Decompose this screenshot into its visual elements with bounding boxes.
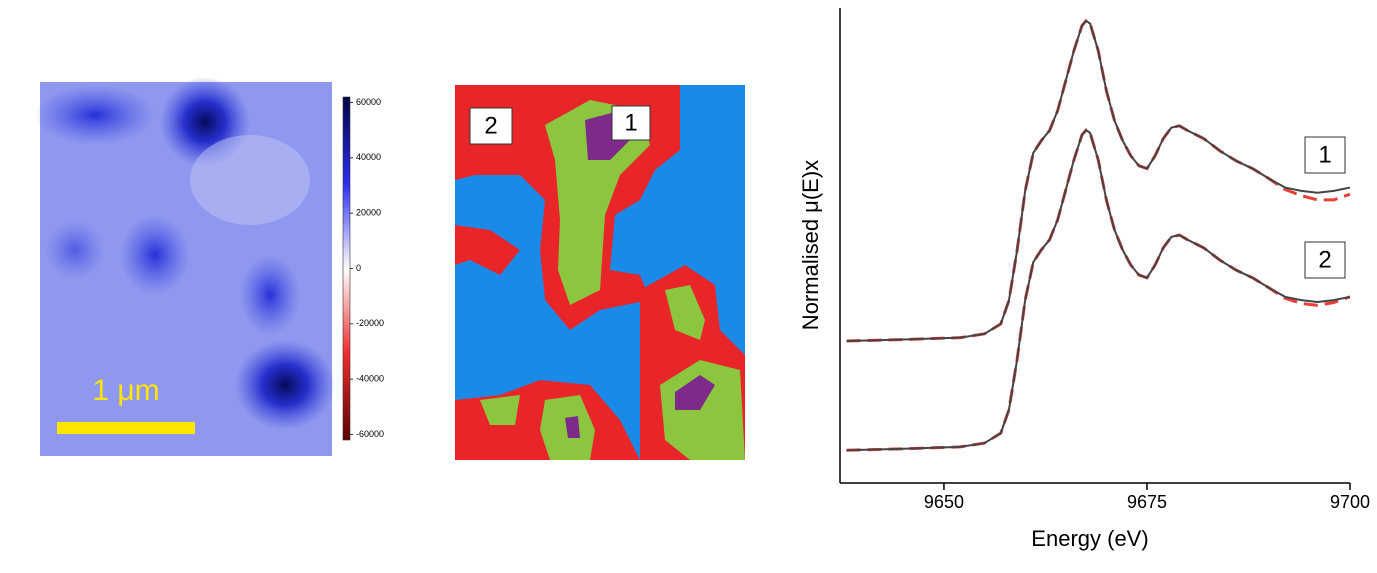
spectrum-chart: Energy (eV) Normalised μ(E)x 9650 9675 970… xyxy=(798,8,1370,551)
colorbar-tick-label: -20000 xyxy=(356,318,384,328)
x-tick-label: 9675 xyxy=(1127,492,1167,512)
spectrum-line xyxy=(846,19,1351,342)
spectrum-line xyxy=(846,128,1351,452)
x-tick-label: 9650 xyxy=(924,492,964,512)
colorbar-tick-label: -40000 xyxy=(356,374,384,384)
scale-bar-label: 1 μm xyxy=(92,374,159,407)
colorbar-tick-label: 60000 xyxy=(356,97,381,107)
intensity-map: 1 μm xyxy=(35,77,335,456)
cluster-map: 2 1 xyxy=(455,85,745,460)
cluster-label: 2 xyxy=(484,112,497,139)
curve-label-box xyxy=(1304,136,1346,174)
colorbar-tick-label: 40000 xyxy=(356,152,381,162)
x-axis-label: Energy (eV) xyxy=(1031,526,1148,551)
curve-label-box xyxy=(1304,241,1346,279)
scale-bar xyxy=(57,422,195,434)
curve-label: 2 xyxy=(1318,246,1331,273)
curve-label: 1 xyxy=(1318,141,1331,168)
colorbar-tick-label: -60000 xyxy=(356,429,384,439)
cluster-label: 1 xyxy=(624,109,637,136)
colorbar: 60000 40000 20000 0 -20000 -40000 -60000 xyxy=(342,96,384,441)
colorbar-tick-label: 20000 xyxy=(356,208,381,218)
colorbar-tick-label: 0 xyxy=(356,263,361,273)
x-tick-label: 9700 xyxy=(1330,492,1370,512)
y-axis-label: Normalised μ(E)x xyxy=(798,160,823,330)
